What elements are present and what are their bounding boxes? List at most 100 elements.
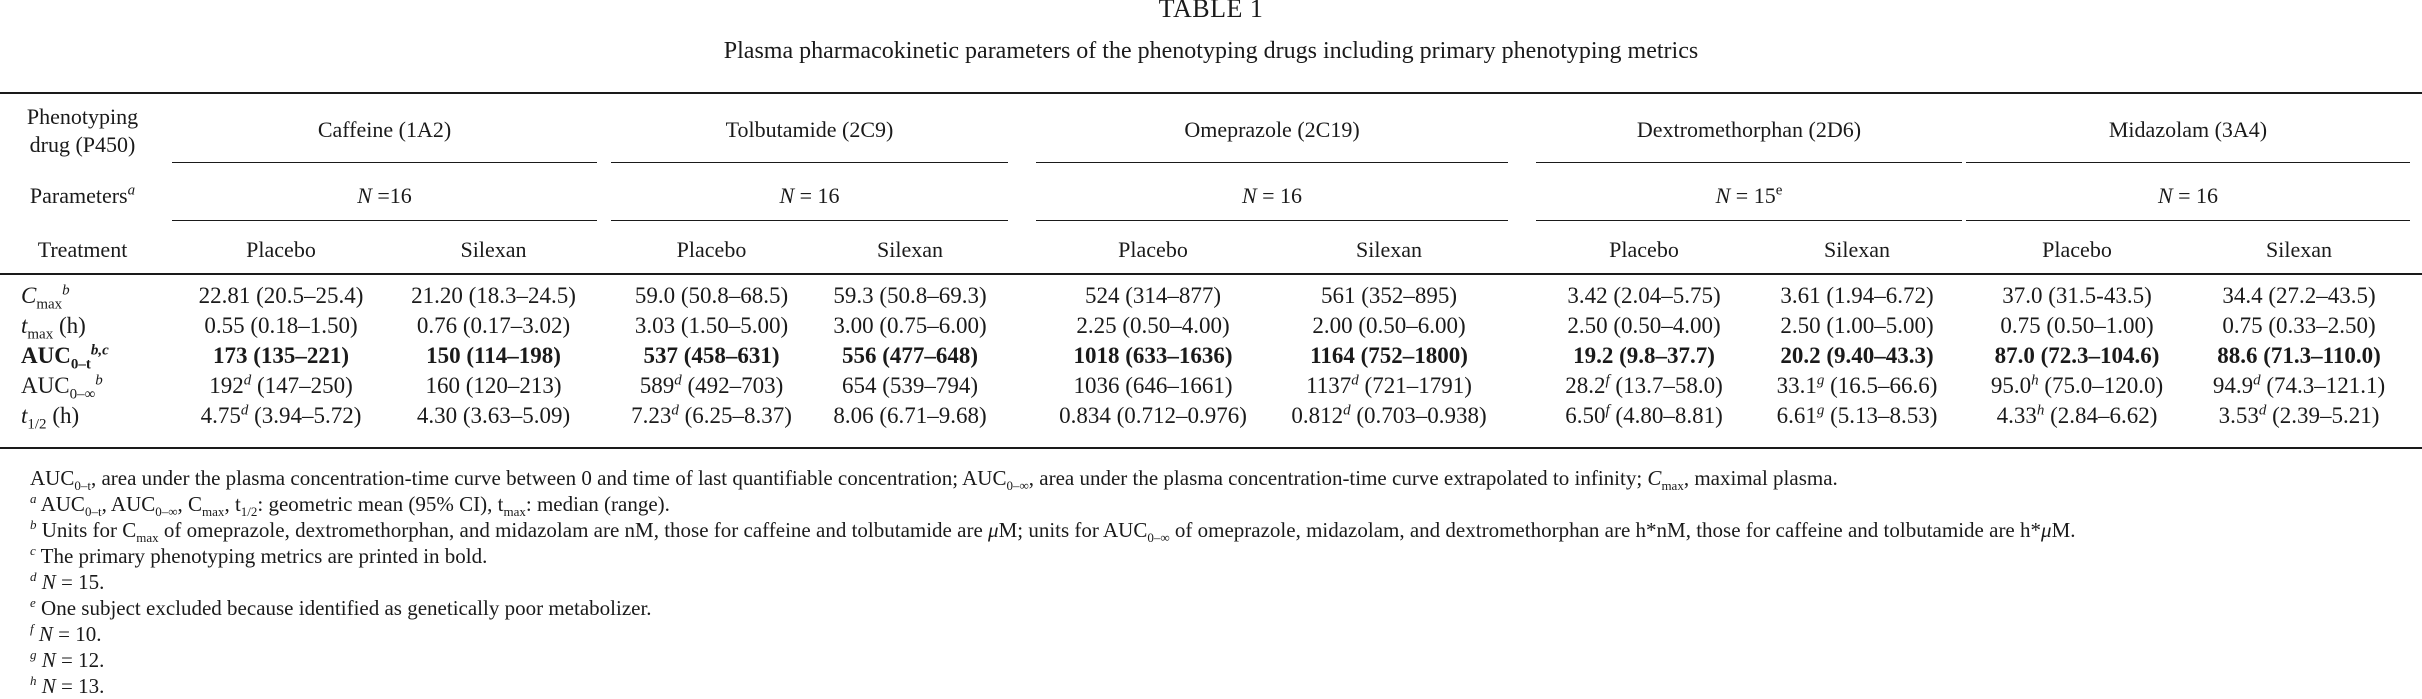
cell-range: (50.8–69.3) bbox=[873, 283, 987, 308]
n-underline-1 bbox=[611, 220, 1008, 221]
header-n-text-1: = 16 bbox=[794, 183, 840, 208]
fn-a-t4: , t bbox=[224, 492, 241, 516]
cell-range: (120–213) bbox=[459, 373, 562, 398]
cell-value: 8.06 bbox=[833, 403, 874, 428]
header-n-4: N = 16 bbox=[1966, 183, 2410, 209]
cell-value: 2.50 bbox=[1567, 313, 1608, 338]
param-main-1: t bbox=[21, 313, 28, 338]
cell-value: 0.834 bbox=[1059, 403, 1111, 428]
cell-range: (71.3–110.0) bbox=[2257, 343, 2381, 368]
table-cell: 556 (477–648) bbox=[812, 343, 1008, 369]
table-cell: 1018 (633–1636) bbox=[1036, 343, 1270, 369]
header-bottom-rule bbox=[0, 273, 2422, 275]
fn-b-t2: of omeprazole, dextromethorphan, and mid… bbox=[158, 518, 989, 542]
fn-abbrev-p1-sub: 0–t bbox=[74, 478, 91, 494]
fn-a-t5: : geometric mean (95% CI), t bbox=[257, 492, 504, 516]
cell-value: 21.20 bbox=[411, 283, 463, 308]
cell-range: (2.39–5.21) bbox=[2266, 403, 2380, 428]
table-cell: 173 (135–221) bbox=[172, 343, 390, 369]
table-cell: 3.53d (2.39–5.21) bbox=[2188, 403, 2410, 429]
cell-value: 0.75 bbox=[2222, 313, 2263, 338]
fn-b-t1-sub: max bbox=[136, 530, 159, 546]
param-sub-1: max bbox=[27, 326, 54, 343]
header-n-sup-3: e bbox=[1775, 182, 1783, 199]
cell-value: 589 bbox=[639, 373, 675, 398]
cell-value: 561 bbox=[1320, 283, 1356, 308]
fn-b-mark: b bbox=[30, 517, 37, 532]
fn-a-t1: AUC bbox=[36, 492, 85, 516]
table-cell: 0.76 (0.17–3.02) bbox=[390, 313, 597, 339]
fn-b-t3-sub: 0–∞ bbox=[1147, 530, 1170, 546]
table-cell: 6.61g (5.13–8.53) bbox=[1752, 403, 1962, 429]
table-cell: 59.0 (50.8–68.5) bbox=[611, 283, 812, 309]
table-cell: 33.1g (16.5–66.6) bbox=[1752, 373, 1962, 399]
table-cell: 28.2f (13.7–58.0) bbox=[1536, 373, 1752, 399]
header-treatment-8: Placebo bbox=[2042, 237, 2112, 262]
table-cell: 160 (120–213) bbox=[390, 373, 597, 399]
cell-range: (13.7–58.0) bbox=[1609, 373, 1723, 398]
table-cell: 150 (114–198) bbox=[390, 343, 597, 369]
fn-a-t6: : median (range). bbox=[525, 492, 670, 516]
header-n-text-0: =16 bbox=[371, 183, 412, 208]
cell-range: (75.0–120.0) bbox=[2038, 373, 2164, 398]
cell-value: 2.00 bbox=[1312, 313, 1353, 338]
fn-a-t3: , C bbox=[177, 492, 203, 516]
cell-value: 19.2 bbox=[1573, 343, 1614, 368]
cell-value: 150 bbox=[426, 343, 461, 368]
header-n-text-3: = 15 bbox=[1730, 183, 1776, 208]
header-drug-1: Tolbutamide (2C9) bbox=[725, 117, 894, 142]
footnote-c: c The primary phenotyping metrics are pr… bbox=[30, 544, 487, 568]
cell-range: (135–221) bbox=[247, 343, 350, 368]
cell-range: (27.2–43.5) bbox=[2262, 283, 2376, 308]
header-n-text-2: = 16 bbox=[1256, 183, 1303, 208]
header-phenotyping-label-line2: drug (P450) bbox=[29, 132, 136, 157]
cell-range: (9.40–43.3) bbox=[1820, 343, 1934, 368]
table-cell: 94.9d (74.3–121.1) bbox=[2188, 373, 2410, 399]
cell-range: (147–250) bbox=[251, 373, 353, 398]
cell-value: 556 bbox=[841, 343, 877, 368]
fn-g-n: N bbox=[41, 648, 56, 672]
param-after-4: (h) bbox=[46, 403, 80, 428]
fn-d-text: = 15. bbox=[55, 570, 105, 594]
param-sub-0: max bbox=[36, 296, 63, 313]
header-n-letter-1: N bbox=[779, 183, 795, 208]
table-cell: 2.50 (1.00–5.00) bbox=[1752, 313, 1962, 339]
fn-a-mark: a bbox=[30, 491, 37, 506]
cell-value: 192 bbox=[209, 373, 244, 398]
header-treatment-9: Silexan bbox=[2266, 237, 2332, 262]
table-cell: 654 (539–794) bbox=[812, 373, 1008, 399]
cell-value: 34.4 bbox=[2222, 283, 2263, 308]
footnote-d: d N = 15. bbox=[30, 570, 104, 594]
cell-value: 3.53 bbox=[2218, 403, 2259, 428]
cell-value: 0.76 bbox=[416, 313, 458, 338]
cell-value: 2.50 bbox=[1780, 313, 1821, 338]
cell-value: 59.0 bbox=[634, 283, 676, 308]
cell-value: 59.3 bbox=[833, 283, 874, 308]
fn-h-n: N bbox=[41, 674, 56, 698]
header-treatment-label: Treatment bbox=[37, 237, 128, 262]
param-label-3: AUC0–∞b bbox=[21, 373, 103, 402]
cell-value: 88.6 bbox=[2217, 343, 2258, 368]
cell-range: (458–631) bbox=[677, 343, 780, 368]
cell-value: 3.61 bbox=[1780, 283, 1821, 308]
table-cell: 37.0 (31.5-43.5) bbox=[1966, 283, 2188, 309]
cell-range: (0.50–1.00) bbox=[2040, 313, 2154, 338]
header-drug-4: Midazolam (3A4) bbox=[2108, 117, 2268, 142]
cell-range: (0.50–4.00) bbox=[1607, 313, 1721, 338]
header-n-2: N = 16 bbox=[1036, 183, 1508, 209]
cell-footnote-mark: d bbox=[243, 372, 252, 389]
table-cell: 95.0h (75.0–120.0) bbox=[1966, 373, 2188, 399]
cell-footnote-mark: d bbox=[1351, 372, 1359, 389]
table-cell: 524 (314–877) bbox=[1036, 283, 1270, 309]
drug-underline-4 bbox=[1966, 162, 2410, 163]
footnote-e: e One subject excluded because identifie… bbox=[30, 596, 652, 620]
fn-abbrev-p4-sub: max bbox=[1661, 478, 1684, 494]
footnote-f: f N = 10. bbox=[30, 622, 101, 646]
cell-range: (2.84–6.62) bbox=[2044, 403, 2158, 428]
param-sub-2: 0–t bbox=[70, 356, 91, 373]
cell-value: 160 bbox=[425, 373, 460, 398]
footnote-g: g N = 12. bbox=[30, 648, 104, 672]
cell-range: (72.3–104.6) bbox=[2034, 343, 2160, 368]
table-cell: 20.2 (9.40–43.3) bbox=[1752, 343, 1962, 369]
header-treatment-1: Silexan bbox=[460, 237, 527, 262]
